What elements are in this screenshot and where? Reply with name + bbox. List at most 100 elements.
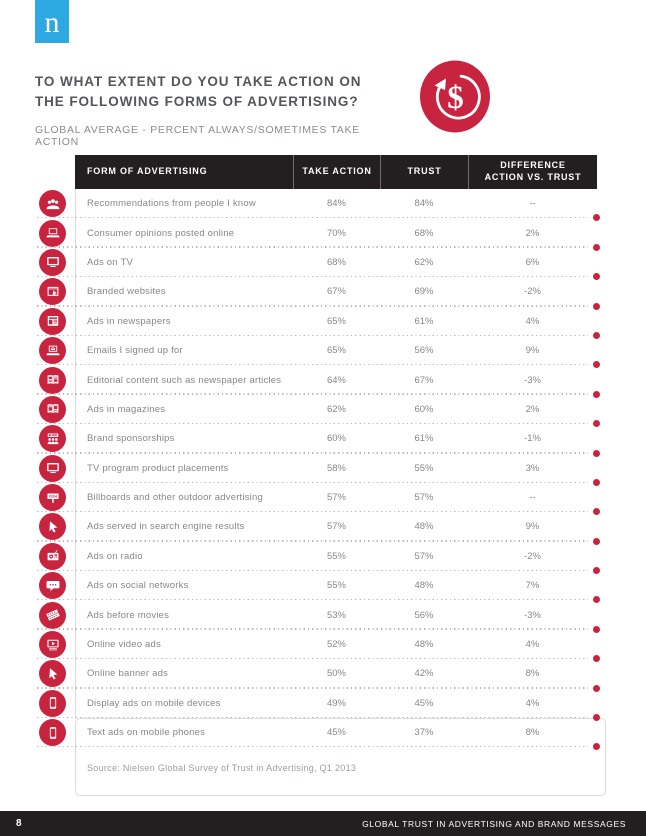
row-label: Billboards and other outdoor advertising <box>87 492 263 504</box>
difference-value: 7% <box>525 580 540 592</box>
take-action-value: 53% <box>326 609 346 621</box>
take-action-value: 84% <box>326 198 346 210</box>
row-dotted-divider <box>37 716 588 719</box>
trust-value: 67% <box>414 374 434 386</box>
row-icon-cell <box>35 425 75 453</box>
row-end-dot <box>593 743 600 751</box>
row-icon-cell <box>35 366 75 394</box>
row-label: Ads served in search engine results <box>87 521 245 533</box>
row-label: Ads in magazines <box>87 403 166 415</box>
trust-value: 68% <box>414 227 434 239</box>
row-end-dot <box>593 273 600 281</box>
column-header-difference-line1: DIFFERENCE <box>500 160 566 171</box>
radio-icon <box>39 542 66 570</box>
row-label: Emails I signed up for <box>87 345 183 357</box>
row-dotted-divider <box>37 393 588 395</box>
row-label: Consumer opinions posted online <box>87 227 235 239</box>
sponsorship-flag-icon <box>39 425 66 453</box>
difference-value: -- <box>529 198 536 210</box>
difference-value: 9% <box>525 345 540 357</box>
table-left-border <box>75 189 76 719</box>
row-label: Brand sponsorships <box>87 433 175 445</box>
take-action-value: 50% <box>326 668 346 680</box>
table-row: Ads on radio 55% 57% -2% <box>35 542 608 575</box>
table-row: Text ads on mobile phones 45% 37% 8% <box>35 718 608 751</box>
difference-value: 2% <box>525 227 540 239</box>
browser-cursor-icon <box>39 278 66 306</box>
row-end-dot <box>593 420 600 428</box>
take-action-value: 55% <box>326 580 346 592</box>
trust-value: 57% <box>414 550 434 562</box>
row-icon-cell <box>35 601 75 629</box>
difference-value: -3% <box>524 609 541 621</box>
difference-value: 2% <box>525 403 540 415</box>
row-end-dot <box>593 655 600 663</box>
take-action-value: 57% <box>326 521 346 533</box>
trust-value: 69% <box>414 286 434 298</box>
trust-value: 48% <box>414 580 434 592</box>
difference-value: 8% <box>525 668 540 680</box>
row-end-dot <box>593 449 600 457</box>
take-action-value: 62% <box>326 403 346 415</box>
row-icon-cell <box>35 307 75 335</box>
row-label: Text ads on mobile phones <box>87 727 206 739</box>
trust-value: 61% <box>414 315 434 327</box>
billboard-icon <box>39 484 66 512</box>
trust-value: 60% <box>414 403 434 415</box>
table-body: Recommendations from people I know 84% 8… <box>35 189 608 751</box>
chat-bubble-icon <box>39 572 66 600</box>
movie-tickets-icon <box>39 601 66 629</box>
take-action-value: 45% <box>326 727 346 739</box>
advertising-table: FORM OF ADVERTISING TAKE ACTION TRUST DI… <box>35 155 608 800</box>
difference-value: -2% <box>524 286 541 298</box>
take-action-value: 58% <box>326 462 346 474</box>
table-row: Online banner ads 50% 42% 8% <box>35 659 608 692</box>
table-row: Emails I signed up for 65% 56% 9% <box>35 336 608 369</box>
take-action-value: 52% <box>326 639 346 651</box>
table-row: Display ads on mobile devices 49% 45% 4% <box>35 689 608 722</box>
row-dotted-divider <box>37 628 588 630</box>
take-action-value: 57% <box>326 492 346 504</box>
trust-value: 45% <box>414 697 434 709</box>
row-end-dot <box>593 243 600 251</box>
row-end-dot <box>593 331 600 339</box>
row-icon-cell <box>35 513 75 541</box>
table-row: Ads served in search engine results 57% … <box>35 512 608 545</box>
smartphone-icon <box>39 719 66 747</box>
row-icon-cell <box>35 484 75 512</box>
row-end-dot <box>593 508 600 516</box>
trust-value: 61% <box>414 433 434 445</box>
row-icon-cell <box>35 660 75 688</box>
footer-bar: 8 GLOBAL TRUST IN ADVERTISING AND BRAND … <box>0 811 646 836</box>
difference-value: 4% <box>525 639 540 651</box>
difference-value: 4% <box>525 697 540 709</box>
row-dotted-divider <box>37 657 588 660</box>
video-player-icon <box>39 631 66 659</box>
take-action-value: 49% <box>326 697 346 709</box>
difference-value: -3% <box>524 374 541 386</box>
money-refresh-icon: $ <box>420 60 490 133</box>
row-dotted-divider <box>37 569 588 572</box>
row-label: Ads before movies <box>87 609 170 621</box>
difference-value: 4% <box>525 315 540 327</box>
trust-value: 48% <box>414 521 434 533</box>
table-row: Ads in magazines 62% 60% 2% <box>35 395 608 428</box>
heading-block: TO WHAT EXTENT DO YOU TAKE ACTION ON THE… <box>35 72 405 148</box>
take-action-value: 70% <box>326 227 346 239</box>
nielsen-logo-letter: n <box>44 5 60 39</box>
table-row: Ads on social networks 55% 48% 7% <box>35 571 608 604</box>
take-action-value: 55% <box>326 550 346 562</box>
row-label: Display ads on mobile devices <box>87 697 221 709</box>
trust-value: 48% <box>414 639 434 651</box>
page-title-line1: TO WHAT EXTENT DO YOU TAKE ACTION ON <box>35 74 362 89</box>
table-row: Consumer opinions posted online 70% 68% … <box>35 218 608 251</box>
row-icon-cell <box>35 278 75 306</box>
page-number: 8 <box>16 818 22 829</box>
trust-value: 37% <box>414 727 434 739</box>
column-header-form: FORM OF ADVERTISING <box>87 166 208 177</box>
cursor-icon <box>39 513 66 541</box>
trust-value: 42% <box>414 668 434 680</box>
table-row: Online video ads 52% 48% 4% <box>35 630 608 663</box>
row-dotted-divider <box>37 510 588 513</box>
take-action-value: 68% <box>326 256 346 268</box>
